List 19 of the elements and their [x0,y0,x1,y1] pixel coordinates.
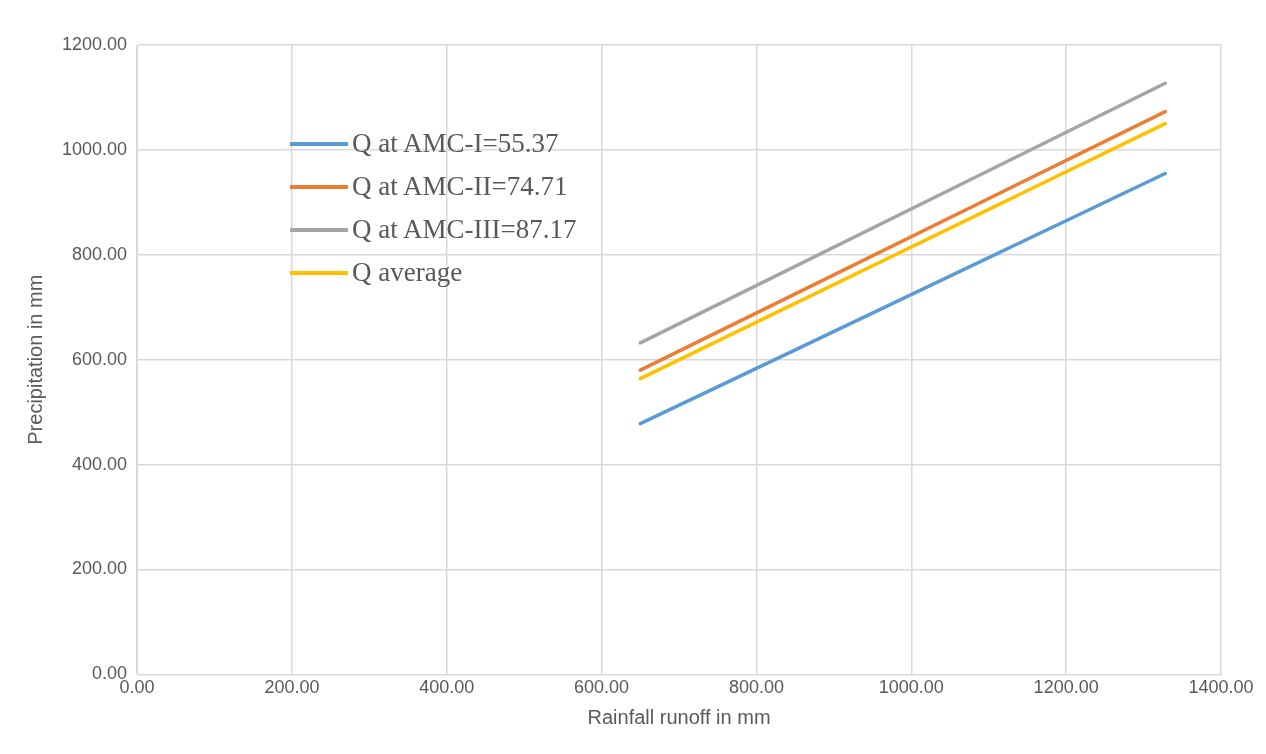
y-tick-label: 1200.00 [61,33,128,54]
x-tick-label: 1000.00 [878,677,944,698]
y-tick-label: 800.00 [72,243,128,264]
x-tick-label: 1200.00 [1033,677,1099,698]
legend-label: Q at AMC-III=87.17 [352,214,577,245]
y-tick-label: 1000.00 [61,138,128,159]
legend-label: Q at AMC-I=55.37 [352,128,559,159]
x-tick-label: 800.00 [728,677,784,698]
x-tick-label: 600.00 [574,677,630,698]
y-tick-label: 400.00 [72,453,128,474]
y-tick-label: 600.00 [72,348,128,369]
legend-label: Q average [352,257,463,288]
y-axis-title: Precipitation in mm [23,274,46,445]
y-tick-label: 200.00 [72,558,128,579]
x-tick-label: 1400.00 [1188,677,1254,698]
legend-label: Q at AMC-II=74.71 [352,171,568,202]
x-axis-title: Rainfall runoff in mm [587,705,771,728]
x-tick-label: 200.00 [264,677,320,698]
x-tick-label: 400.00 [419,677,475,698]
